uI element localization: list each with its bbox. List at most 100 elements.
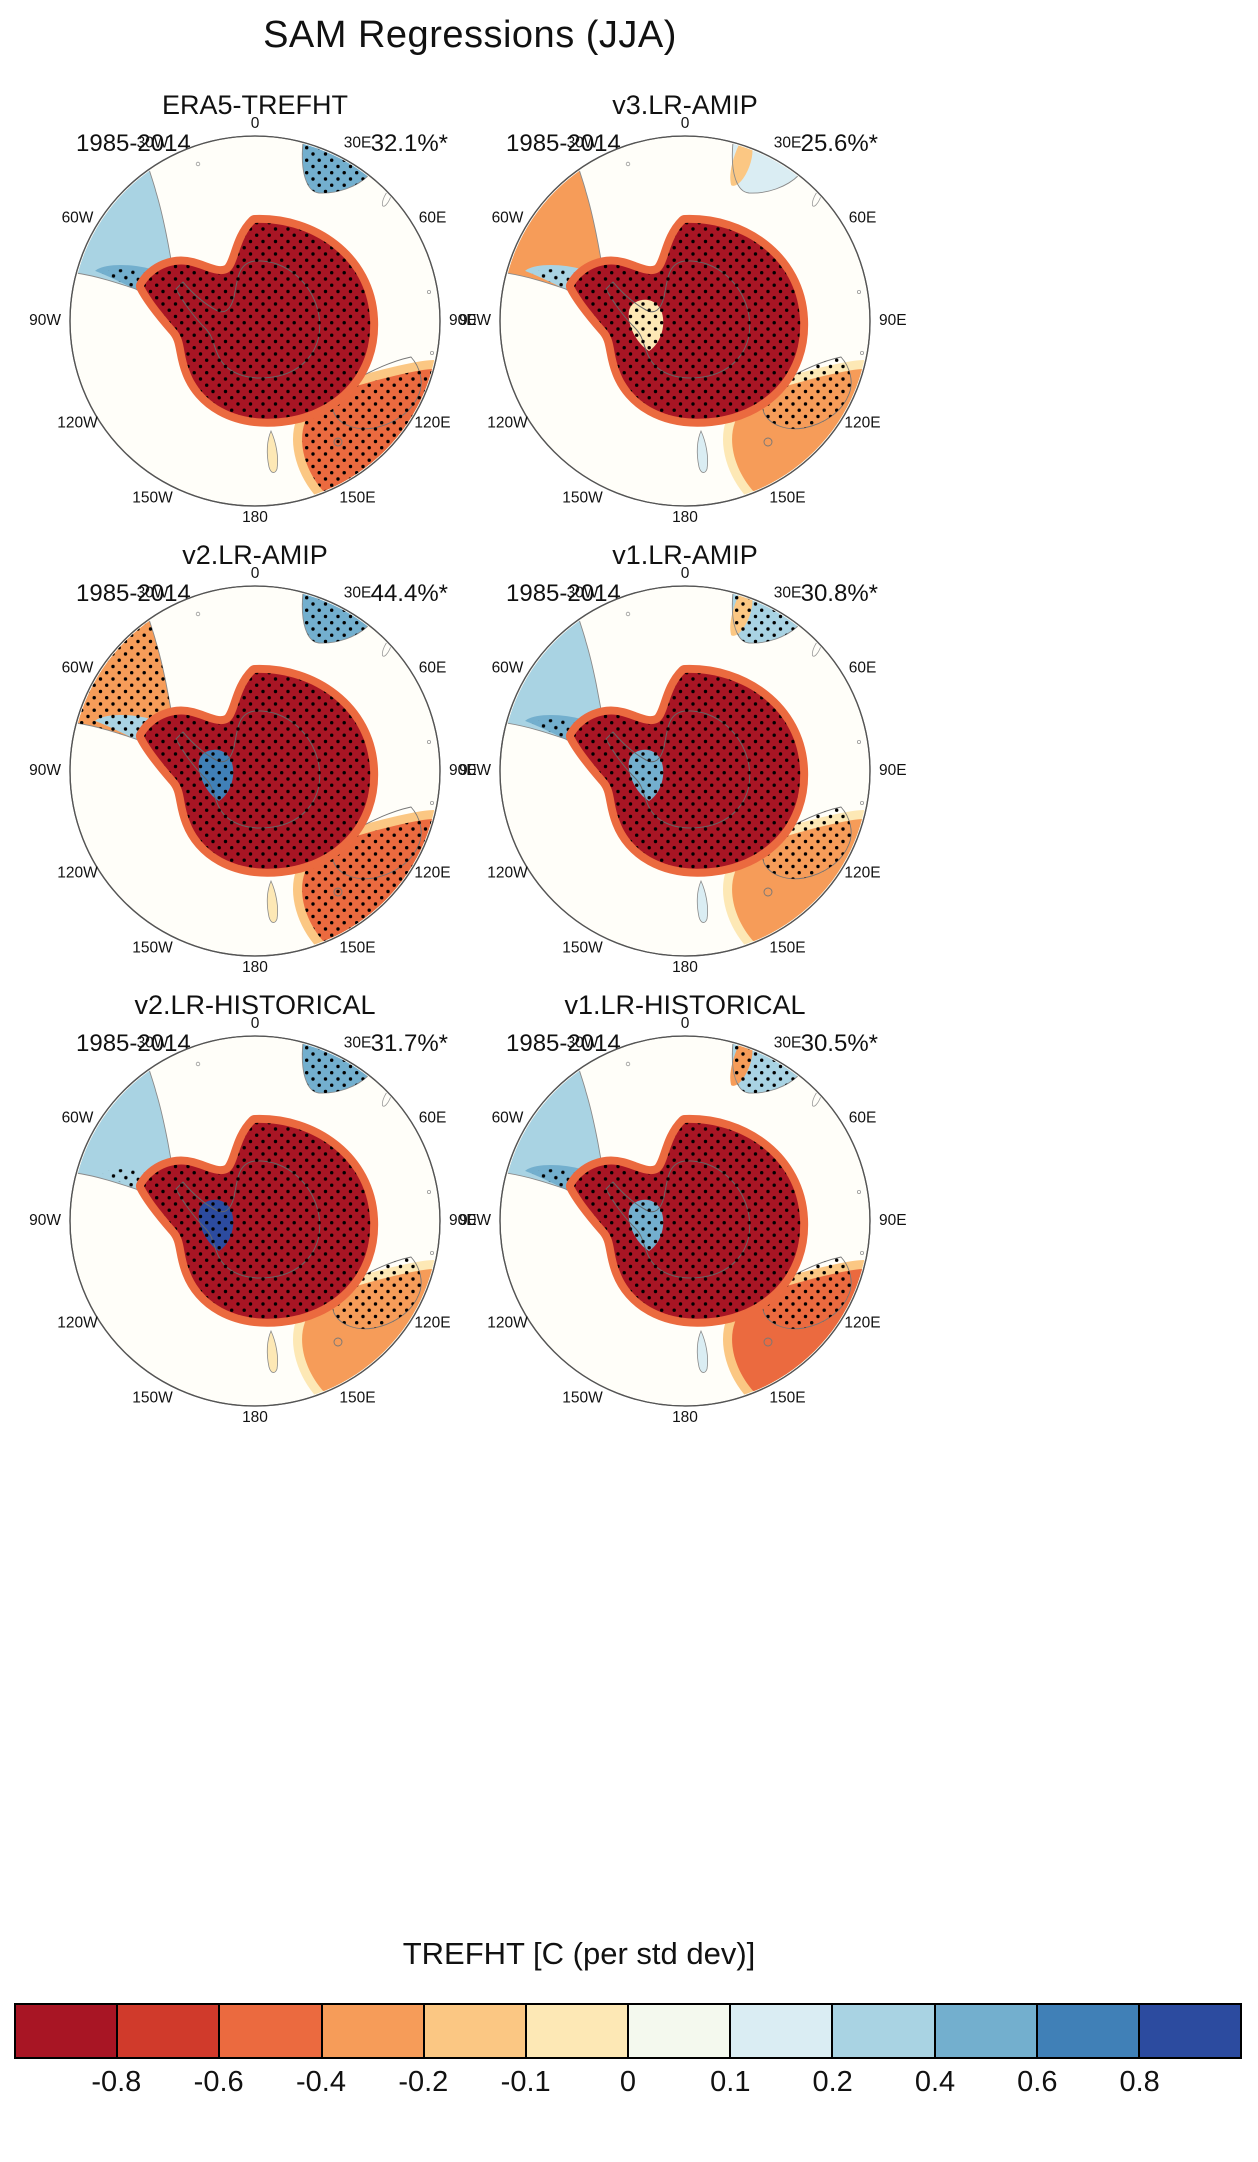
island bbox=[859, 1250, 864, 1255]
island bbox=[195, 611, 201, 617]
panel-title: v2.LR-HISTORICAL bbox=[134, 990, 376, 1020]
longitude-label: 90W bbox=[459, 312, 491, 329]
longitude-label: 60E bbox=[849, 660, 877, 677]
longitude-label: 60W bbox=[62, 660, 94, 677]
longitude-label: 30W bbox=[567, 1035, 599, 1052]
panel-v1-lr-amip: v1.LR-AMIP 1985-2014 30.8%* 0 30E 60E 90E 120E 1… bbox=[430, 506, 940, 1018]
longitude-label: 150W bbox=[562, 1390, 603, 1407]
australia-stippling bbox=[762, 807, 852, 879]
island bbox=[195, 161, 201, 167]
antarctica-stippling bbox=[144, 1122, 371, 1319]
longitude-label: 60E bbox=[849, 210, 877, 227]
longitude-label: 150W bbox=[132, 490, 173, 507]
longitude-label: 150E bbox=[769, 1390, 805, 1407]
island bbox=[625, 1061, 631, 1067]
map-boundary-stroke bbox=[499, 1035, 871, 1407]
antarctica-stippling bbox=[574, 1122, 801, 1319]
longitude-label: 0 bbox=[681, 565, 690, 582]
polar-map: 0 30E 60E 90E 120E 150E 180 150W 120W 90W 60W 30W bbox=[29, 1015, 477, 1426]
longitude-label: 180 bbox=[672, 1409, 698, 1426]
australia-stippling bbox=[762, 357, 852, 429]
colorbar-tick-label: 0.8 bbox=[1119, 2066, 1160, 2098]
longitude-label: 30W bbox=[137, 135, 169, 152]
colorbar-tick-label: 0.1 bbox=[710, 2066, 751, 2098]
island bbox=[625, 161, 631, 167]
colorbar-tick-label: -0.8 bbox=[91, 2066, 142, 2098]
longitude-label: 30W bbox=[567, 585, 599, 602]
island bbox=[429, 1250, 434, 1255]
new-zealand bbox=[266, 430, 279, 473]
colorbar bbox=[14, 2003, 1242, 2059]
colorbar-tick-label: -0.4 bbox=[296, 2066, 346, 2098]
longitude-label: 60W bbox=[492, 1110, 524, 1127]
panel-period-label: 1985-2014 bbox=[506, 130, 621, 157]
colorbar-tick-labels: -0.8 -0.6 -0.4 -0.2 -0.1 0 0.1 0.2 0.4 0.6 0.8 bbox=[14, 2066, 1242, 2108]
colorbar-cell bbox=[731, 2005, 834, 2057]
tasmania bbox=[763, 887, 773, 897]
south-america-field bbox=[506, 169, 605, 296]
polar-map: 0 30E 60E 90E 120E 150E 180 150W 120W 90W 60W 30W bbox=[459, 115, 906, 526]
panel-variance-label: 30.8%* bbox=[800, 580, 878, 607]
colorbar-tick-label: -0.1 bbox=[500, 2066, 551, 2098]
longitude-label: 120E bbox=[844, 865, 880, 882]
antarctica-stippling bbox=[574, 672, 801, 869]
longitude-label: 90E bbox=[449, 1212, 477, 1229]
africa-stippling bbox=[732, 592, 799, 644]
longitude-label: 0 bbox=[251, 1015, 260, 1032]
longitude-label: 60E bbox=[419, 660, 447, 677]
longitude-label: 30E bbox=[344, 1035, 372, 1052]
map-boundary-stroke bbox=[499, 135, 871, 507]
panel-period-label: 1985-2014 bbox=[76, 580, 191, 607]
colorbar-cell bbox=[322, 2005, 425, 2057]
colorbar-cell bbox=[118, 2005, 221, 2057]
longitude-label: 150E bbox=[339, 490, 375, 507]
longitude-label: 150E bbox=[339, 1390, 375, 1407]
map-boundary-stroke bbox=[69, 135, 441, 507]
longitude-label: 150W bbox=[132, 1390, 173, 1407]
polar-map: 0 30E 60E 90E 120E 150E 180 150W 120W 90W 60W 30W bbox=[459, 565, 907, 976]
panel-era5-trefht: ERA5-TREFHT 1985-2014 32.1%* 0 30E 60E 90E 120E… bbox=[0, 56, 510, 568]
longitude-label: 180 bbox=[672, 959, 698, 976]
south-america-field bbox=[76, 1069, 175, 1196]
longitude-label: 90W bbox=[459, 762, 491, 779]
longitude-label: 120W bbox=[57, 415, 98, 432]
longitude-label: 180 bbox=[672, 509, 698, 526]
longitude-label: 90W bbox=[29, 312, 61, 329]
panel-title: v3.LR-AMIP bbox=[612, 90, 758, 120]
panel-title: v1.LR-AMIP bbox=[612, 540, 758, 570]
panel-period-label: 1985-2014 bbox=[76, 1030, 191, 1057]
colorbar-cell bbox=[424, 2005, 527, 2057]
new-zealand bbox=[266, 880, 279, 923]
polar-map: 0 30E 60E 90E 120E 150E 180 150W 120W 90W 60W 30W bbox=[459, 1015, 906, 1426]
colorbar-cell bbox=[935, 2005, 1038, 2057]
colorbar-tick-label: 0.6 bbox=[1017, 2066, 1058, 2098]
colorbar-cell bbox=[629, 2005, 732, 2057]
panel-title: ERA5-TREFHT bbox=[161, 90, 348, 120]
panel-variance-label: 32.1%* bbox=[370, 130, 448, 157]
longitude-label: 60E bbox=[849, 1110, 877, 1127]
colorbar-tick-label: 0 bbox=[619, 2066, 637, 2098]
antarctica-stippling bbox=[144, 672, 371, 869]
map-boundary-stroke bbox=[499, 585, 871, 957]
longitude-label: 30W bbox=[137, 1035, 169, 1052]
colorbar-tick-label: -0.2 bbox=[398, 2066, 449, 2098]
longitude-label: 90E bbox=[449, 762, 477, 779]
figure-title: SAM Regressions (JJA) bbox=[263, 14, 677, 56]
panel-grid: ERA5-TREFHT 1985-2014 32.1%* 0 30E 60E 90E 120E… bbox=[0, 56, 940, 1468]
island bbox=[426, 739, 431, 744]
polar-map: 0 30E 60E 90E 120E 150E 180 150W 120W 90W 60W 30W bbox=[29, 115, 476, 526]
map-boundary-stroke bbox=[69, 1035, 441, 1407]
longitude-label: 0 bbox=[251, 115, 260, 132]
antarctica-stippling bbox=[574, 222, 801, 419]
longitude-label: 150E bbox=[769, 490, 805, 507]
colorbar-tick-label: -0.6 bbox=[193, 2066, 244, 2098]
australia-stippling bbox=[762, 1257, 852, 1329]
island bbox=[856, 1189, 861, 1194]
longitude-label: 90E bbox=[879, 762, 907, 779]
tasmania bbox=[763, 437, 773, 447]
africa-stippling bbox=[302, 1042, 369, 1094]
panel-period-label: 1985-2014 bbox=[506, 580, 621, 607]
australia-stippling bbox=[332, 1257, 422, 1329]
panel-v1-lr-historical: v1.LR-HISTORICAL 1985-2014 30.5%* 0 30E 60E 90… bbox=[430, 956, 940, 1468]
longitude-label: 0 bbox=[681, 115, 690, 132]
